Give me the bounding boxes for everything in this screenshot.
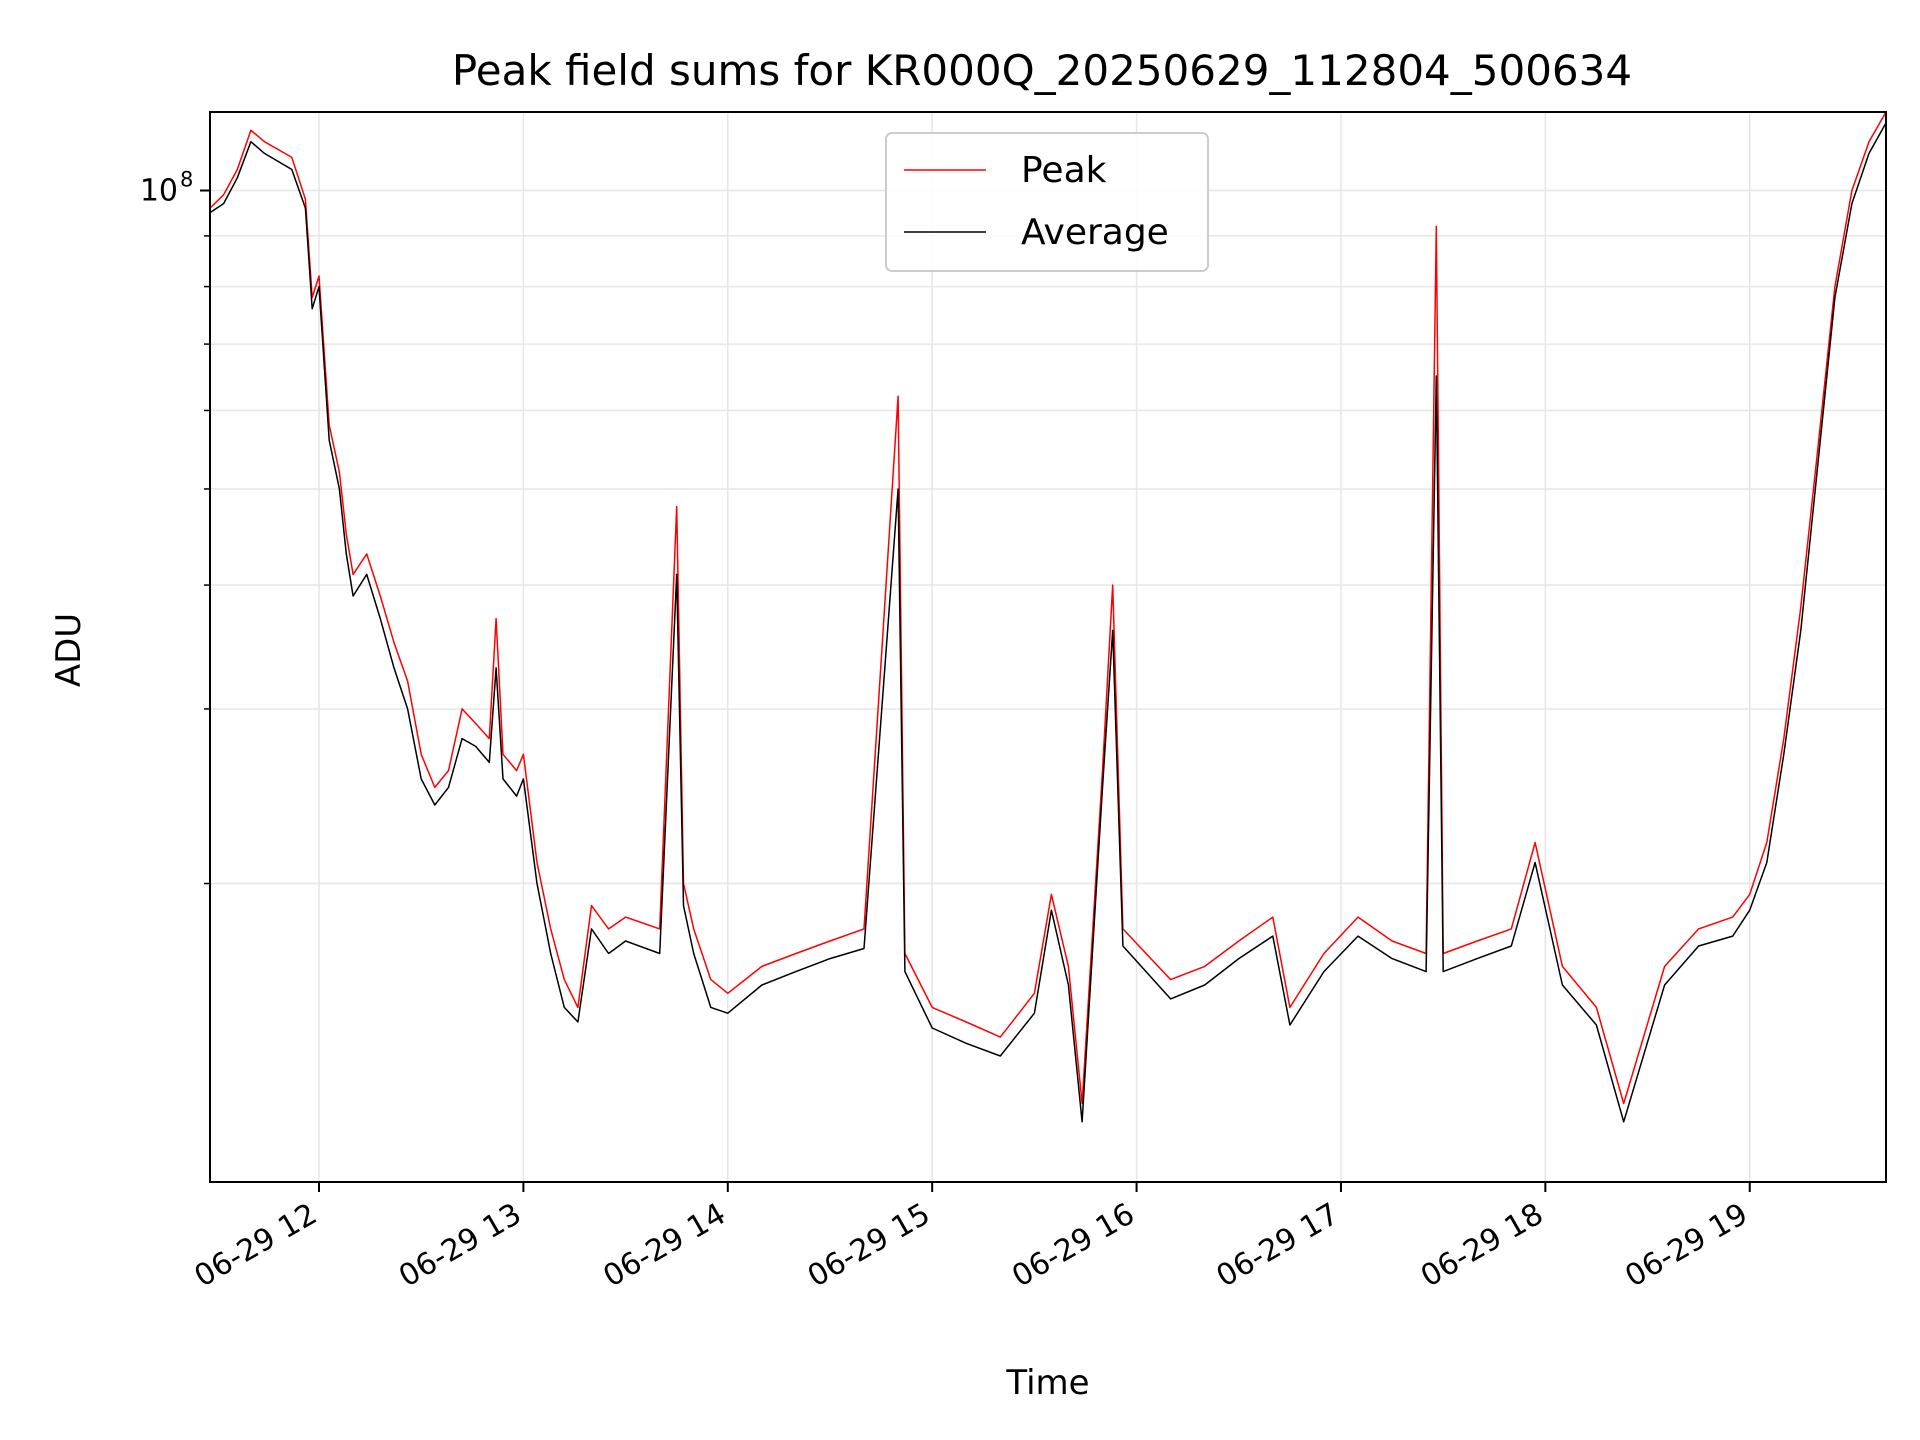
grid-layer (210, 112, 1886, 1182)
legend-average-label: Average (1021, 212, 1169, 253)
y-tick-label-exponent: 8 (180, 168, 193, 192)
legend-peak-label: Peak (1021, 150, 1107, 191)
legend: Peak Average (885, 132, 1209, 272)
plot-area (210, 112, 1886, 1182)
plot-frame (209, 111, 1887, 1183)
y-tick-label: 10 (140, 174, 178, 209)
series-layer (209, 111, 1887, 1123)
average-series-line (209, 122, 1887, 1123)
legend-box (885, 132, 1209, 272)
x-axis-label: Time (1005, 1363, 1089, 1403)
peak-series-line (209, 111, 1887, 1105)
chart-title: Peak field sums for KR000Q_20250629_1128… (452, 46, 1632, 95)
y-axis-label: ADU (49, 613, 89, 687)
